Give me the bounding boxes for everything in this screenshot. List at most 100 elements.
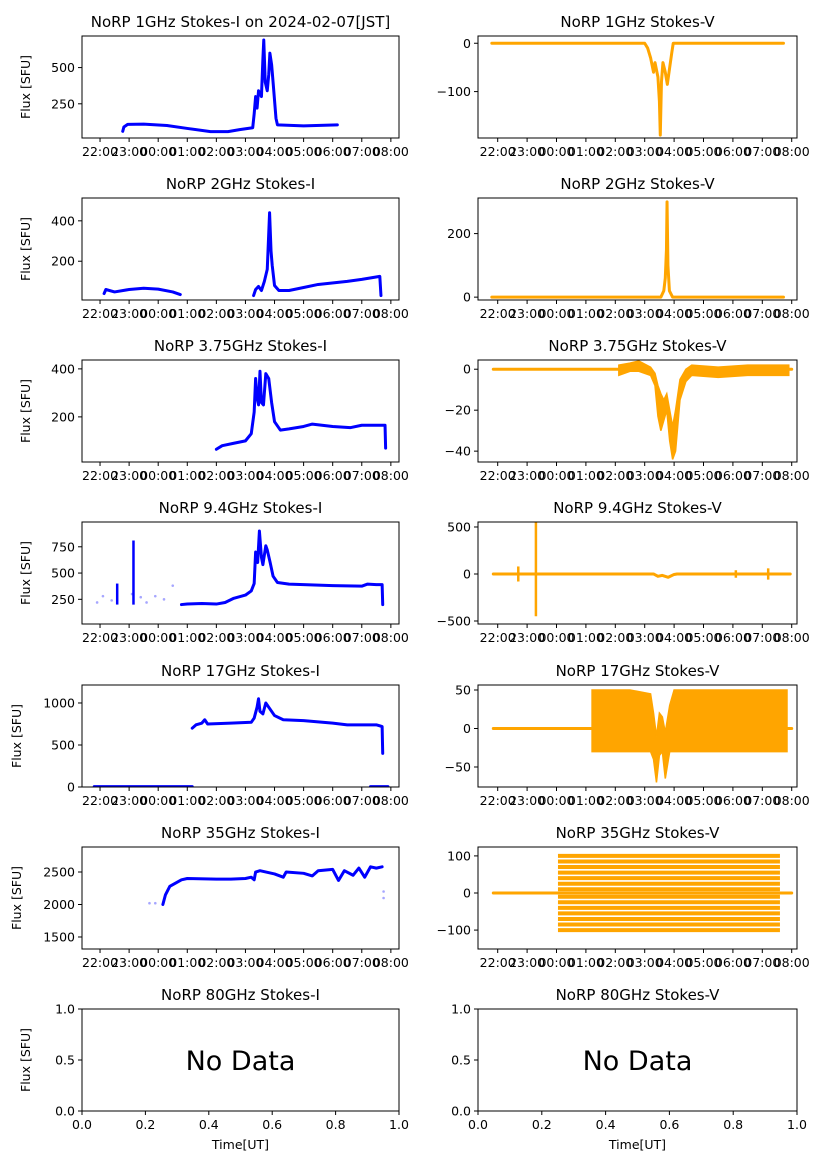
x-tick-label: 22:00	[82, 468, 118, 483]
x-tick-label: 01:00	[169, 955, 205, 970]
x-tick-label: 08:00	[774, 144, 810, 159]
x-tick-label: 23:00	[111, 468, 147, 483]
x-tick-label: 06:00	[315, 955, 351, 970]
x-tick-label: 23:00	[509, 306, 545, 321]
x-tick-label: 0.8	[723, 1117, 743, 1132]
x-tick-label: 04:00	[257, 144, 293, 159]
x-tick-label: 05:00	[286, 793, 322, 808]
series-line	[102, 286, 182, 297]
panel-title: NoRP 2GHz Stokes-I	[166, 175, 315, 193]
panel-9_4ghz-stokes-i: NoRP 9.4GHz Stokes-I 22:0023:0000:0001:00…	[18, 499, 409, 645]
x-tick-label: 22:00	[480, 468, 516, 483]
x-tick-label: 0.4	[596, 1117, 616, 1132]
axes-frame	[477, 359, 798, 463]
y-tick-label: 200	[51, 254, 75, 269]
x-tick-label: 03:00	[627, 468, 663, 483]
x-tick-label: 01:00	[169, 468, 205, 483]
x-tick-label: 01:00	[568, 144, 604, 159]
x-tick-label: 06:00	[715, 793, 751, 808]
series-band	[618, 360, 790, 460]
x-tick-label: 08:00	[774, 793, 810, 808]
x-tick-label: 08:00	[373, 630, 409, 645]
y-axis-label: Flux [SFU]	[18, 55, 33, 119]
series-line	[491, 572, 792, 579]
x-tick-label: 00:00	[538, 468, 574, 483]
x-tick-label: 05:00	[685, 468, 721, 483]
x-tick-label: 22:00	[82, 955, 118, 970]
x-tick-label: 03:00	[627, 630, 663, 645]
plot-area	[491, 522, 792, 617]
y-tick-label: 1.0	[451, 1002, 471, 1017]
y-tick-label: 500	[51, 60, 75, 75]
x-tick-label: 02:00	[597, 955, 633, 970]
plot-area	[490, 41, 785, 137]
x-tick-label: 04:00	[656, 955, 692, 970]
x-tick-label: 07:00	[344, 306, 380, 321]
panel-title: NoRP 1GHz Stokes-I on 2024-02-07[JST]	[91, 13, 391, 31]
x-tick-label: 0.6	[262, 1117, 282, 1132]
x-tick-label: 00:00	[538, 793, 574, 808]
x-tick-label: 23:00	[111, 306, 147, 321]
y-tick-label: 0	[463, 36, 471, 51]
y-tick-label: 0	[463, 290, 471, 305]
series-line	[214, 369, 388, 451]
series-point	[153, 901, 157, 905]
x-tick-label: 03:00	[227, 306, 263, 321]
no-data-annotation: No Data	[583, 1046, 693, 1077]
y-tick-label: 500	[51, 566, 75, 581]
x-tick-label: 00:00	[140, 306, 176, 321]
x-tick-label: 05:00	[286, 306, 322, 321]
y-tick-label: 250	[51, 96, 75, 111]
panel-1ghz-stokes-i: NoRP 1GHz Stokes-I on 2024-02-07[JST] 22:…	[18, 13, 409, 159]
x-tick-label: 07:00	[344, 793, 380, 808]
x-tick-label: 02:00	[597, 793, 633, 808]
x-tick-label: 00:00	[538, 955, 574, 970]
y-tick-label: −20	[445, 403, 471, 418]
panel-title: NoRP 35GHz Stokes-I	[161, 824, 320, 842]
plot-area	[490, 200, 785, 299]
x-tick-label: 00:00	[140, 144, 176, 159]
y-axis-label: Flux [SFU]	[18, 541, 33, 605]
panel-3_75ghz-stokes-i: NoRP 3.75GHz Stokes-I 22:0023:0000:0001:0…	[18, 337, 409, 483]
panel-80ghz-stokes-v: NoRP 80GHz Stokes-V 0.0 0.2 0.4 0.6 0.8 1.0 0.0…	[451, 986, 807, 1152]
panel-title: NoRP 2GHz Stokes-V	[560, 175, 715, 193]
series-point	[130, 592, 134, 596]
plot-area	[121, 38, 339, 134]
series-line	[121, 38, 339, 134]
series-line	[190, 697, 385, 755]
x-tick-label: 07:00	[344, 630, 380, 645]
x-tick-label: 0.2	[135, 1117, 155, 1132]
x-tick-label: 05:00	[685, 793, 721, 808]
x-tick-label: 00:00	[140, 955, 176, 970]
plot-area	[491, 853, 794, 933]
x-tick-label: 02:00	[597, 468, 633, 483]
panel-35ghz-stokes-i: NoRP 35GHz Stokes-I22:0023:0000:0001:000…	[9, 824, 409, 970]
x-tick-label: 04:00	[656, 468, 692, 483]
x-tick-label: 04:00	[656, 793, 692, 808]
panel-title: NoRP 17GHz Stokes-I	[161, 662, 320, 680]
plot-area	[92, 697, 390, 787]
axes-frame	[477, 521, 798, 625]
y-axis-label: Flux [SFU]	[9, 704, 24, 768]
axes-frame	[81, 35, 400, 139]
x-tick-label: 22:00	[82, 793, 118, 808]
y-tick-label: 1.0	[55, 1002, 75, 1017]
x-tick-label: 02:00	[597, 630, 633, 645]
x-tick-label: 08:00	[373, 955, 409, 970]
x-tick-label: 05:00	[685, 955, 721, 970]
x-tick-label: 02:00	[198, 468, 234, 483]
y-tick-label: 1500	[43, 929, 75, 944]
x-tick-label: 00:00	[140, 630, 176, 645]
x-tick-label: 01:00	[169, 793, 205, 808]
x-tick-label: 08:00	[774, 306, 810, 321]
x-tick-label: 06:00	[715, 630, 751, 645]
y-tick-label: −100	[437, 84, 471, 99]
series-point	[382, 890, 385, 893]
x-tick-label: 07:00	[744, 955, 780, 970]
x-tick-label: 01:00	[169, 144, 205, 159]
x-tick-label: 04:00	[257, 955, 293, 970]
x-tick-label: 0.6	[659, 1117, 679, 1132]
series-band	[591, 689, 788, 783]
x-tick-label: 0.8	[326, 1117, 346, 1132]
plot-area	[491, 689, 794, 783]
